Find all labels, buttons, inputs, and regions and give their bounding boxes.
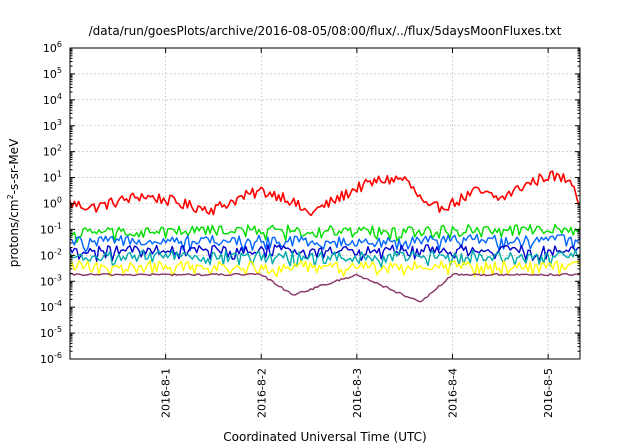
y-tick-exponent: -6 [54, 351, 62, 360]
y-tick-label: 10-4 [40, 299, 62, 314]
y-tick-base: 10 [43, 94, 57, 107]
y-axis-label: protons/cm2-s-sr-MeV [6, 138, 21, 267]
series-line-2 [69, 223, 581, 244]
x-tick-label: 2016-8-2 [255, 368, 268, 418]
y-tick-base: 10 [43, 68, 57, 81]
y-tick-exponent: 2 [57, 144, 62, 153]
x-tick-label: 2016-8-4 [447, 368, 460, 418]
series-line-7 [69, 272, 581, 303]
y-tick-exponent: 3 [57, 118, 62, 127]
series-line-6 [69, 260, 581, 278]
y-tick-exponent: 6 [57, 40, 62, 49]
y-tick-exponent: 4 [57, 92, 62, 101]
y-tick-exponent: -1 [54, 221, 62, 230]
y-axis: 10-610-510-410-310-210-11001011021031041… [40, 40, 580, 366]
y-axis-label-suffix: -s-sr-MeV [7, 138, 21, 194]
y-tick-exponent: 0 [57, 196, 62, 205]
y-axis-label-prefix: protons/cm [7, 199, 21, 267]
series-line-3 [69, 233, 581, 253]
y-tick-base: 10 [43, 42, 57, 55]
series-line-4 [69, 244, 581, 263]
y-tick-label: 105 [43, 66, 62, 81]
y-tick-base: 10 [40, 249, 54, 262]
y-tick-base: 10 [40, 301, 54, 314]
y-tick-base: 10 [40, 327, 54, 340]
series-line-1 [69, 170, 581, 217]
y-tick-base: 10 [43, 146, 57, 159]
y-tick-exponent: -2 [54, 247, 62, 256]
y-tick-base: 10 [40, 353, 54, 366]
y-tick-exponent: -3 [54, 273, 62, 282]
x-axis-label: Coordinated Universal Time (UTC) [223, 430, 426, 444]
y-tick-label: 103 [43, 118, 62, 133]
y-tick-exponent: -5 [54, 325, 62, 334]
y-tick-base: 10 [40, 223, 54, 236]
y-tick-label: 102 [43, 144, 62, 159]
y-tick-label: 10-3 [40, 273, 62, 288]
y-tick-exponent: 5 [57, 66, 62, 75]
y-tick-label: 10-2 [40, 247, 62, 262]
y-axis-label-superscript: 2 [6, 194, 15, 199]
chart-title: /data/run/goesPlots/archive/2016-08-05/0… [89, 24, 562, 38]
y-tick-base: 10 [40, 275, 54, 288]
y-tick-label: 106 [43, 40, 62, 55]
y-tick-label: 101 [43, 170, 62, 185]
y-tick-exponent: 1 [57, 170, 62, 179]
series-layer [69, 170, 581, 303]
series-line-5 [69, 249, 581, 268]
y-tick-label: 100 [43, 196, 62, 211]
y-tick-label: 10-1 [40, 221, 62, 236]
x-axis: 2016-8-1 2016-8-2 2016-8-3 2016-8-4 2016-8-5 [160, 48, 555, 418]
x-tick-label: 2016-8-5 [542, 368, 555, 418]
y-tick-exponent: -4 [54, 299, 62, 308]
y-tick-label: 104 [43, 92, 62, 107]
y-tick-base: 10 [43, 198, 57, 211]
x-tick-label: 2016-8-3 [351, 368, 364, 418]
y-tick-base: 10 [43, 120, 57, 133]
x-tick-label: 2016-8-1 [160, 368, 173, 418]
y-tick-label: 10-5 [40, 325, 62, 340]
y-tick-label: 10-6 [40, 351, 62, 366]
y-tick-base: 10 [43, 172, 57, 185]
